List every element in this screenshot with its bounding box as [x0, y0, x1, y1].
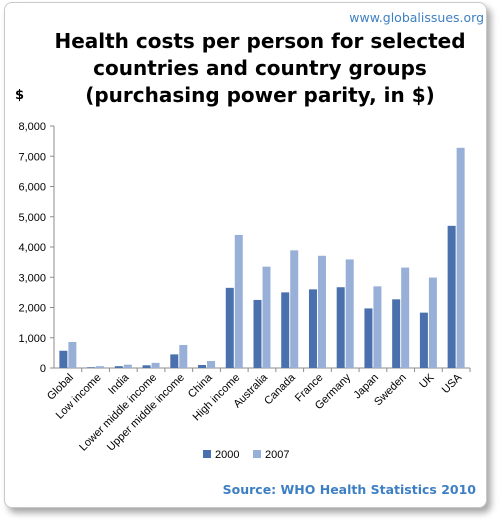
legend-label-2007: 2007: [265, 449, 289, 461]
y-tick-label: 1,000: [18, 333, 46, 345]
bar-2000-upper-middle-income: [170, 354, 179, 368]
x-tick-label: USA: [440, 371, 465, 396]
chart-card: [4, 2, 487, 508]
bar-2007-lower-middle-income: [151, 362, 160, 368]
x-tick-label: UK: [417, 371, 437, 391]
bar-2007-india: [123, 364, 132, 368]
y-tick-label: 0: [40, 363, 46, 375]
y-tick-label: 8,000: [18, 121, 46, 133]
bar-2007-france: [317, 255, 326, 368]
chart-title-line-3: (purchasing power parity, in $): [85, 83, 435, 107]
y-tick-label: 6,000: [18, 182, 46, 194]
bar-2007-uk: [428, 277, 437, 368]
legend-swatch-2000: [203, 450, 211, 458]
bar-2000-china: [198, 364, 207, 368]
bar-2000-australia: [253, 299, 262, 368]
y-tick-label: 7,000: [18, 151, 46, 163]
bar-2000-japan: [364, 308, 373, 368]
x-tick-label: Canada: [262, 371, 298, 407]
bar-2007-low-income: [96, 366, 105, 368]
bar-2000-global: [59, 350, 68, 368]
bar-2007-usa: [456, 147, 465, 368]
bar-2007-germany: [345, 259, 354, 368]
y-tick-label: 2,000: [18, 303, 46, 315]
legend-label-2000: 2000: [215, 449, 239, 461]
bar-2000-sweden: [392, 299, 401, 368]
bar-2000-usa: [447, 225, 456, 368]
bar-2007-global: [68, 341, 77, 368]
bar-2000-lower-middle-income: [142, 365, 151, 368]
bar-2007-upper-middle-income: [179, 345, 188, 368]
y-tick-label: 3,000: [18, 272, 46, 284]
y-tick-label: 4,000: [18, 242, 46, 254]
bar-2007-japan: [373, 286, 382, 368]
bar-2007-sweden: [401, 267, 410, 368]
y-axis-unit-label: $: [15, 88, 25, 103]
y-tick-label: 5,000: [18, 212, 46, 224]
bar-2000-uk: [419, 312, 428, 368]
bar-2000-germany: [336, 287, 345, 368]
bar-2007-high-income: [234, 234, 243, 368]
bar-2000-france: [308, 289, 317, 368]
bar-2000-canada: [281, 292, 290, 368]
chart-title-line-2: countries and country groups: [93, 56, 427, 80]
chart-title: Health costs per person for selected cou…: [40, 28, 480, 109]
bar-2007-china: [207, 361, 216, 368]
bar-2000-low-income: [87, 367, 96, 368]
bar-2007-canada: [290, 250, 299, 368]
credit-text[interactable]: www.globalissues.org: [349, 10, 484, 25]
legend-swatch-2007: [253, 450, 261, 458]
bar-2000-high-income: [225, 287, 234, 368]
bar-2000-india: [114, 366, 123, 368]
bar-2007-australia: [262, 266, 271, 368]
chart-title-line-1: Health costs per person for selected: [54, 29, 466, 53]
source-text: Source: WHO Health Statistics 2010: [222, 482, 476, 497]
